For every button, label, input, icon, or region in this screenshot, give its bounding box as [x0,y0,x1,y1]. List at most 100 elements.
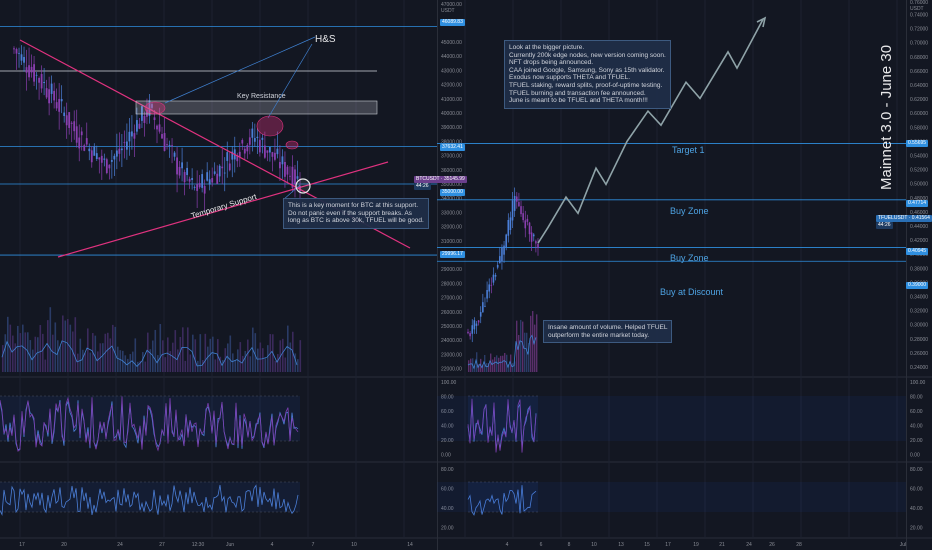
btc-price-tick: 32000.00 [441,225,462,231]
tfuel-date-tick: 15 [644,542,650,548]
tfuel-price-tick: 0.74000 [910,13,928,19]
note-line: TFUEL staking, reward splits, proof-of-u… [509,81,663,89]
btc-date-tick: Jun [226,542,234,548]
tfuel-rsi-line [467,485,537,516]
btc-volume-bar [22,324,24,372]
btc-price-tick: 37000.00 [441,154,462,160]
btc-candle [279,162,281,169]
tfuel-osc-tick: 40.00 [910,424,923,430]
btc-candle [158,124,161,132]
tfuel-volume-bar [524,332,526,372]
btc-volume-bar [84,352,87,372]
btc-volume-bar [197,360,199,372]
btc-price-tick: 33000.00 [441,210,462,216]
btc-price-tick: 29000.00 [441,267,462,273]
btc-candle [268,147,271,153]
btc-volume-bar [257,348,259,372]
btc-candle [188,178,191,182]
tfuel-candle [524,220,527,229]
note-line: CAA joined Google, Samsung, Sony as 15th… [509,66,665,74]
tfuel-price-tick: 0.64000 [910,83,928,89]
btc-candle [38,77,40,83]
tfuel-volume-bar [534,324,536,372]
tfuel-price-tick: 0.42000 [910,238,928,244]
btc-candle [178,166,181,176]
btc-volume-bar [194,339,197,372]
btc-candle [208,179,211,185]
btc-volume-bar [67,318,69,372]
tfuel-price-tick: 0.68000 [910,55,928,61]
btc-volume-bar [174,330,177,372]
btc-candle [191,178,194,180]
btc-volume-bar [204,333,207,372]
btc-candle [186,167,189,176]
tfuel-price-tick: 0.24000 [910,365,928,371]
btc-candle [253,138,256,142]
btc-volume-bar [242,355,244,372]
note-line: Currently 200k edge nodes, new version c… [509,51,666,59]
btc-date-tick: 12:30 [192,542,205,548]
btc-volume-bar [202,359,204,372]
btc-price-tick: 47000.00 [441,2,462,8]
btc-candle [110,159,113,162]
btc-candle [246,145,249,152]
tfuel-volume-bar [526,332,528,372]
tfuel-osc-tick: 20.00 [910,438,923,444]
btc-price-tick: 44000.00 [441,54,462,60]
btc-price-tick: 41000.00 [441,97,462,103]
tfuel-projection-path [537,19,764,244]
btc-rsi-tick: 60.00 [441,487,454,493]
target-1-label: Target 1 [672,145,705,155]
tfuel-price-tick: 0.76000 [910,0,928,6]
tfuel-candle [475,323,478,326]
btc-candle [98,157,101,160]
btc-date-tick: 27 [159,542,165,548]
tfuel-price-tick: 0.28000 [910,337,928,343]
note-line: Do not panic even if the support breaks.… [288,209,412,217]
btc-date-tick: 4 [271,542,274,548]
btc-candle [243,148,246,154]
btc-candle [48,89,51,104]
btc-candle [236,155,239,162]
tfuel-osc-band-ext [437,396,906,441]
btc-volume-bar [117,346,119,372]
tfuel-volume-bar [488,363,490,372]
btc-osc-tick: 20.00 [441,438,454,444]
btc-rsi-line [0,484,299,516]
note-line: long as BTC is above 30k, TFUEL will be … [288,217,424,225]
btc-candle [13,48,15,50]
tfuel-volume-bar [500,355,502,372]
tfuel-date-tick: 21 [719,542,725,548]
btc-candle [146,109,148,117]
btc-level-badge: 35000.00 [440,189,465,196]
tfuel-volume-bar [516,320,518,372]
buy-at-discount-label: Buy at Discount [660,287,724,297]
btc-price-tick: 27000.00 [441,296,462,302]
btc-candle [63,112,66,117]
btc-volume-bar [299,340,302,372]
projection-arrowhead [756,16,767,28]
btc-volume-bar [44,359,47,372]
tfuel-price-tick: 0.70000 [910,41,928,47]
tfuel-date-tick: 13 [618,542,624,548]
btc-candle [266,150,269,153]
tfuel-candle [537,244,539,248]
btc-candle [80,131,83,136]
btc-candle [289,175,291,177]
tfuel-volume-bar [522,321,524,372]
btc-volume-bar [42,333,44,372]
btc-volume-bar [209,338,212,372]
btc-candle [284,161,286,177]
tfuel-candle [526,218,529,222]
btc-candle [35,74,38,76]
btc-volume-bar [177,349,179,372]
btc-candle [125,141,128,150]
key-resistance-label: Key Resistance [237,93,286,100]
tfuel-price-tick: 0.58000 [910,125,928,131]
btc-candle [95,153,98,159]
btc-volume-bar [129,354,132,372]
btc-candle [120,148,123,151]
tfuel-candle [477,320,480,323]
btc-candle [294,169,296,185]
